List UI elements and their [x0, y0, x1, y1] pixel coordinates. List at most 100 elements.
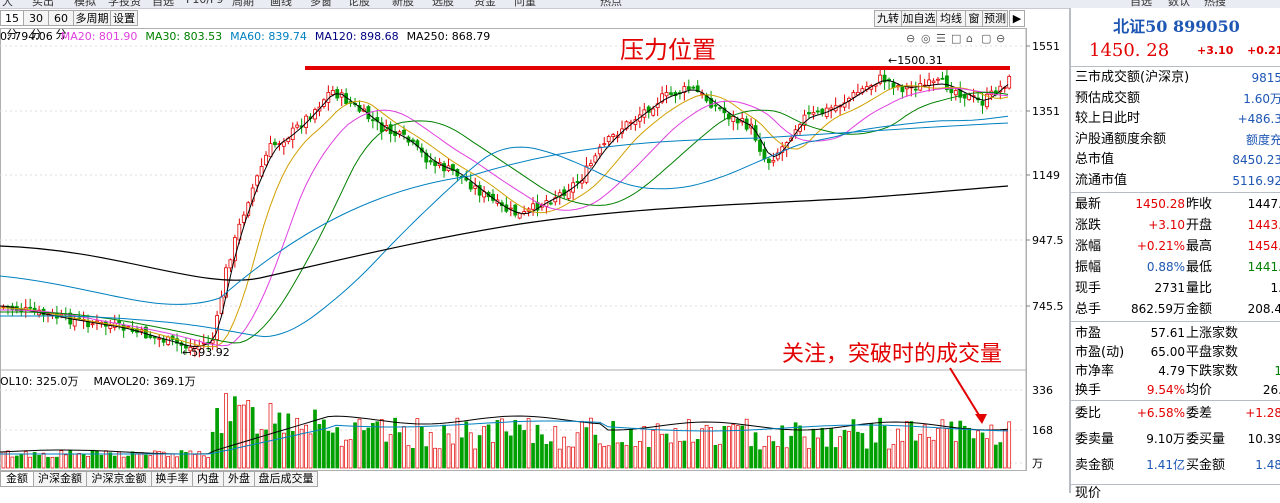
top-menu-item[interactable]: 选股: [432, 0, 454, 8]
candle-body: [241, 214, 246, 223]
top-menu-item[interactable]: 模拟: [74, 0, 96, 8]
top-menu-item[interactable]: 数认: [1168, 0, 1190, 8]
chart-toolbar-icon[interactable]: □: [951, 32, 961, 45]
summary-row: 三市成交额(沪深京) 9815: [1071, 68, 1280, 88]
candle-body: [273, 141, 277, 146]
volume-bar: [353, 422, 357, 469]
top-menu-item[interactable]: 论股: [348, 0, 370, 8]
tool-button[interactable]: 九转: [874, 10, 902, 27]
chart-toolbar-icon[interactable]: ⊖: [996, 32, 1005, 45]
summary-row: 总市值 8450.23: [1071, 150, 1280, 170]
period-tab[interactable]: 30分: [23, 10, 49, 41]
indicator-tab[interactable]: 沪深京金额: [86, 471, 152, 487]
volume-bar: [624, 445, 629, 469]
candle-body: [468, 181, 473, 190]
volume-bar: [415, 418, 420, 469]
volume-bar: [59, 450, 64, 469]
volume-bar: [851, 419, 856, 469]
top-menu-item[interactable]: 买出: [32, 0, 54, 8]
top-menu-item[interactable]: 新股: [392, 0, 414, 8]
volume-bar: [678, 441, 682, 469]
volume-bar: [993, 444, 998, 469]
candle-body: [980, 100, 985, 106]
indicator-tab[interactable]: 内盘: [192, 471, 224, 487]
top-menu-item[interactable]: 资金: [474, 0, 496, 8]
kline-chart[interactable]: 1551 1351 1149 947.5 745.5 336 168 万 ←1500.31 ←59…: [0, 28, 1069, 474]
quote-value: 4.79: [1158, 364, 1185, 378]
volume-bar: [246, 400, 251, 469]
summary-value: 8450.23: [1232, 153, 1280, 167]
candle-body: [931, 80, 936, 84]
top-menu-item[interactable]: 多窗: [310, 0, 332, 8]
top-menu-item[interactable]: 自选: [152, 0, 174, 8]
volume-bar: [691, 441, 696, 469]
volume-bar: [838, 436, 842, 469]
volume-bar: [500, 418, 504, 469]
ma5-line: [0, 79, 1009, 347]
volume-bar: [829, 428, 834, 469]
volume-bar: [326, 430, 331, 469]
candle-body: [664, 92, 669, 97]
indicator-tab[interactable]: 沪深金额: [33, 471, 87, 487]
tool-button[interactable]: 窗: [965, 10, 983, 27]
tool-button[interactable]: 预测: [982, 10, 1008, 27]
volume-bar: [540, 434, 544, 469]
top-menu-item[interactable]: 学投资: [108, 0, 141, 8]
period-tab[interactable]: 60分: [48, 10, 74, 41]
summary-row: 预估成交额 1.60万: [1071, 89, 1280, 109]
indicator-tab[interactable]: 换手率: [151, 471, 193, 487]
volume-axis-label: 168: [1032, 424, 1053, 437]
summary-value: 9815: [1251, 71, 1280, 85]
indicator-tab[interactable]: 金额: [0, 471, 34, 487]
top-menu-item[interactable]: 热搜: [1204, 0, 1226, 8]
mavol20-label: MAVOL20: 369.1万: [93, 375, 196, 388]
top-menu-item[interactable]: 周期: [232, 0, 254, 8]
top-menu-item[interactable]: 自选: [1130, 0, 1152, 8]
period-tab[interactable]: 设置: [110, 10, 138, 26]
top-menu-item[interactable]: F10/F9: [186, 0, 223, 6]
top-menu-item[interactable]: 问董: [514, 0, 536, 8]
volume-bar: [882, 425, 887, 469]
quote-value: 10.39: [1247, 432, 1280, 446]
volume-bar: [112, 455, 117, 469]
volume-bar: [695, 439, 700, 469]
volume-bar: [144, 454, 148, 469]
period-tab[interactable]: 多周期: [73, 10, 111, 26]
volume-bar: [295, 417, 300, 469]
quote-label: 市盈: [1075, 326, 1102, 341]
chart-toolbar-icon[interactable]: ▢: [981, 32, 991, 45]
volume-bar: [958, 420, 963, 469]
period-tab[interactable]: 15分: [0, 10, 24, 41]
top-menu-item[interactable]: 热点: [600, 0, 622, 8]
quote-row: 最新 1450.28 昨收 1447.: [1071, 195, 1280, 214]
top-menu-item[interactable]: 大: [2, 0, 13, 8]
indicator-tab-bar: 金额 沪深金额 沪深京金额 换手率 内盘 外盘 盘后成交量: [0, 471, 330, 487]
volume-bar: [108, 452, 113, 469]
expand-arrow-icon[interactable]: ▶: [1009, 10, 1025, 27]
top-menu-item[interactable]: 画线: [270, 0, 292, 8]
indicator-tab[interactable]: 盘后成交量: [254, 471, 318, 487]
chart-toolbar-icon[interactable]: ☰: [936, 32, 946, 45]
tool-button[interactable]: 加自选: [901, 10, 937, 27]
volume-bar: [824, 446, 829, 469]
candle-body: [949, 88, 954, 94]
summary-row: 较上日此时 +486.3: [1071, 109, 1280, 129]
volume-bar: [362, 430, 366, 469]
candle-body: [72, 319, 77, 327]
quote-label: 最高: [1186, 239, 1213, 254]
quote-row: 委卖量 9.10万 委买量 10.39: [1071, 430, 1280, 449]
volume-bar: [477, 435, 482, 469]
volume-bar: [486, 424, 491, 469]
chart-toolbar-icon[interactable]: ⊖: [906, 32, 915, 45]
summary-label: 预估成交额: [1075, 90, 1141, 106]
volume-bar: [233, 396, 237, 469]
volume-bar: [673, 428, 678, 469]
chart-toolbar-icon[interactable]: ◎: [921, 32, 931, 45]
chart-toolbar-icon[interactable]: ⌂: [966, 32, 973, 45]
volume-bar: [135, 453, 139, 469]
indicator-tab[interactable]: 外盘: [223, 471, 255, 487]
tool-button[interactable]: 均线: [936, 10, 966, 27]
volume-bar: [161, 451, 166, 469]
candle-body: [709, 97, 713, 108]
price-change: +3.10: [1197, 44, 1234, 57]
